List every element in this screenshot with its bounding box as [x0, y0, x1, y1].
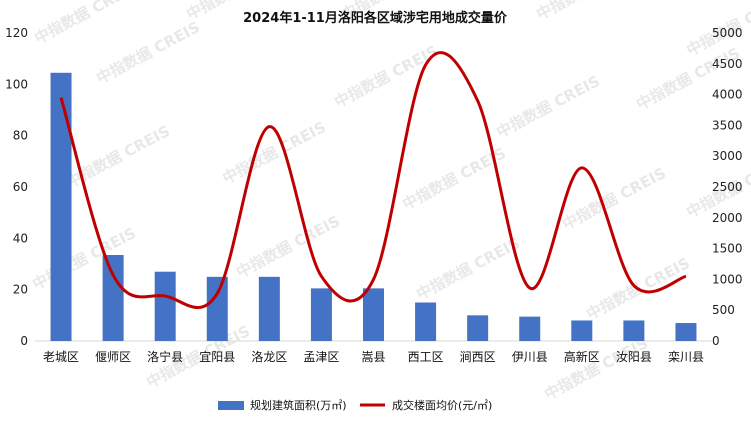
category-label: 伊川县	[512, 350, 548, 364]
category-label: 西工区	[408, 350, 444, 364]
watermark-text: 中指数据 CREIS	[233, 212, 342, 282]
right-axis-tick: 1500	[712, 242, 743, 256]
left-axis-tick: 20	[13, 283, 28, 297]
watermark-text: 中指数据 CREIS	[541, 334, 650, 404]
category-label: 宜阳县	[199, 349, 235, 364]
left-axis-tick: 80	[13, 129, 28, 143]
right-axis-tick: 3000	[712, 149, 743, 163]
category-label: 高新区	[564, 349, 600, 364]
watermark-text: 中指数据 CREIS	[493, 72, 602, 142]
legend-label-line: 成交楼面均价(元/㎡)	[392, 398, 492, 412]
right-axis-tick: 4000	[712, 88, 743, 102]
bar	[571, 320, 592, 341]
right-axis-tick: 4500	[712, 57, 743, 71]
category-label: 嵩县	[361, 350, 385, 364]
right-axis-tick: 3500	[712, 118, 743, 132]
bar	[155, 272, 176, 341]
watermark-text: 中指数据 CREIS	[413, 234, 522, 304]
legend-label-bars: 规划建筑面积(万㎡)	[250, 398, 347, 412]
category-label: 汝阳县	[616, 350, 652, 364]
left-axis-tick: 0	[20, 334, 28, 348]
bar	[623, 320, 644, 341]
right-axis: 0 500 1000 1500 2000 2500 3000 3500 4000 4500 5000	[712, 26, 743, 348]
left-axis-tick: 60	[13, 180, 28, 194]
watermark-text: 中指数据 CREIS	[331, 42, 440, 112]
left-axis-tick: 100	[5, 77, 28, 91]
category-label: 洛龙区	[251, 349, 287, 364]
bar	[311, 288, 332, 341]
legend-swatch-bars	[218, 401, 244, 410]
category-label: 偃师区	[95, 349, 131, 364]
watermark-text: 中指数据 CREIS	[31, 0, 140, 48]
right-axis-tick: 0	[712, 334, 720, 348]
bar	[519, 317, 540, 341]
chart-title: 2024年1-11月洛阳各区域涉宅用地成交量价	[243, 10, 508, 26]
bar	[207, 277, 228, 341]
watermark-text: 中指数据 CREIS	[63, 122, 172, 192]
bar	[51, 73, 72, 341]
watermark-text: 中指数据 CREIS	[533, 0, 642, 24]
watermark-text: 中指数据 CREIS	[93, 18, 202, 88]
category-label: 老城区	[43, 350, 79, 364]
category-label: 栾川县	[668, 349, 704, 364]
left-axis-tick: 120	[5, 26, 28, 40]
bar	[363, 288, 384, 341]
category-label: 涧西区	[460, 350, 496, 364]
bar	[259, 277, 280, 341]
bar	[415, 303, 436, 342]
bar	[467, 315, 488, 341]
right-axis-tick: 2500	[712, 180, 743, 194]
right-axis-tick: 2000	[712, 211, 743, 225]
right-axis-tick: 5000	[712, 26, 743, 40]
right-axis-tick: 500	[712, 303, 735, 317]
bar	[675, 323, 696, 341]
right-axis-tick: 1000	[712, 272, 743, 286]
category-label: 洛宁县	[147, 349, 183, 364]
left-axis-tick: 40	[13, 231, 28, 245]
legend: 规划建筑面积(万㎡) 成交楼面均价(元/㎡)	[218, 398, 492, 412]
category-label: 孟津区	[303, 350, 339, 364]
bar	[103, 255, 124, 341]
